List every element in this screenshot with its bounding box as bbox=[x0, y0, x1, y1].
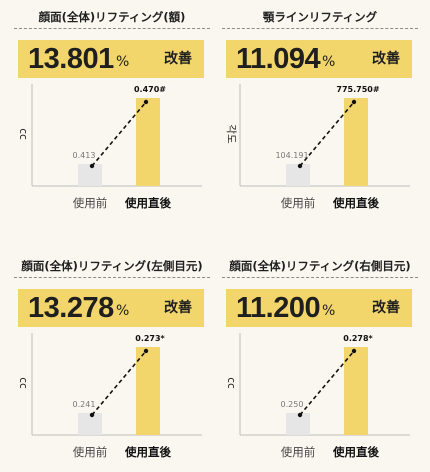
panel-title: 顔面(全体)リフティング(左側目元) bbox=[21, 259, 203, 273]
bar bbox=[286, 164, 310, 186]
percent-sign: % bbox=[116, 54, 130, 70]
x-tick-label: 使用直後 bbox=[124, 445, 171, 459]
bar bbox=[344, 98, 368, 186]
percent-sign: % bbox=[322, 303, 336, 319]
improvement-band: 13.801 % 改善 bbox=[18, 40, 204, 78]
x-tick-label: 使用直後 bbox=[332, 445, 379, 459]
improvement-value: 13.278 bbox=[28, 292, 114, 324]
improvement-value: 11.094 bbox=[236, 43, 321, 75]
trend-end-dot bbox=[143, 348, 149, 354]
trend-start-dot bbox=[89, 412, 95, 418]
improvement-band: 13.278 % 改善 bbox=[18, 289, 204, 327]
improvement-band: 11.094 % 改善 bbox=[226, 40, 412, 78]
trend-start-dot bbox=[89, 163, 95, 169]
panel-4: 顔面(全体)リフティング(右側目元) 11.200 % 改善 cc 0.250 使用… bbox=[222, 257, 418, 459]
divider bbox=[222, 277, 418, 278]
trend-end-dot bbox=[351, 348, 357, 354]
improvement-label: 改善 bbox=[372, 51, 400, 67]
divider bbox=[222, 28, 418, 29]
data-label: 0.278* bbox=[343, 334, 373, 343]
data-label: 0.241 bbox=[73, 400, 96, 409]
data-label: 104.191 bbox=[275, 151, 308, 160]
percent-sign: % bbox=[322, 54, 336, 70]
x-tick-label: 使用前 bbox=[73, 445, 108, 459]
bar-chart: cc 0.250 使用前 0.278* 使用直後 bbox=[225, 333, 410, 459]
panel-2: 顎ラインリフティング 11.094 % 改善 각도 104.191 使用前 775.7… bbox=[222, 8, 418, 210]
improvement-label: 改善 bbox=[164, 51, 192, 67]
panel-1: 顔面(全体)リフティング(額) 13.801 % 改善 cc 0.413 使用前 0.… bbox=[14, 8, 210, 210]
bar bbox=[286, 413, 310, 435]
divider bbox=[14, 28, 210, 29]
trend-start-dot bbox=[297, 163, 303, 169]
data-label: 0.413 bbox=[73, 151, 96, 160]
x-tick-label: 使用直後 bbox=[332, 196, 379, 210]
bar bbox=[136, 347, 160, 435]
improvement-value: 11.200 bbox=[236, 292, 321, 324]
data-label: 0.250 bbox=[281, 400, 304, 409]
y-axis-label: 각도 bbox=[225, 124, 237, 144]
bar-chart: 각도 104.191 使用前 775.750# 使用直後 bbox=[225, 84, 410, 210]
improvement-label: 改善 bbox=[164, 300, 192, 316]
bar bbox=[344, 347, 368, 435]
percent-sign: % bbox=[116, 303, 130, 319]
panel-3: 顔面(全体)リフティング(左側目元) 13.278 % 改善 cc 0.241 使用… bbox=[14, 257, 210, 459]
bar-chart: cc 0.241 使用前 0.273* 使用直後 bbox=[17, 333, 202, 459]
improvement-band: 11.200 % 改善 bbox=[226, 289, 412, 327]
bar bbox=[78, 413, 102, 435]
data-label: 775.750# bbox=[336, 85, 379, 94]
y-axis-label: cc bbox=[17, 377, 29, 389]
x-tick-label: 使用直後 bbox=[124, 196, 171, 210]
x-tick-label: 使用前 bbox=[73, 196, 108, 210]
data-label: 0.273* bbox=[135, 334, 165, 343]
panel-title: 顎ラインリフティング bbox=[262, 10, 378, 24]
improvement-label: 改善 bbox=[372, 300, 400, 316]
bar bbox=[78, 164, 102, 186]
y-axis-label: cc bbox=[225, 377, 237, 389]
x-tick-label: 使用前 bbox=[281, 196, 316, 210]
panel-title: 顔面(全体)リフティング(額) bbox=[38, 10, 186, 24]
trend-start-dot bbox=[297, 412, 303, 418]
data-label: 0.470# bbox=[134, 85, 166, 94]
trend-end-dot bbox=[143, 99, 149, 105]
trend-end-dot bbox=[351, 99, 357, 105]
x-tick-label: 使用前 bbox=[281, 445, 316, 459]
panel-title: 顔面(全体)リフティング(右側目元) bbox=[229, 259, 411, 273]
y-axis-label: cc bbox=[17, 128, 29, 140]
bar-chart: cc 0.413 使用前 0.470# 使用直後 bbox=[17, 84, 202, 210]
bar bbox=[136, 98, 160, 186]
improvement-value: 13.801 bbox=[28, 43, 114, 75]
divider bbox=[14, 277, 210, 278]
